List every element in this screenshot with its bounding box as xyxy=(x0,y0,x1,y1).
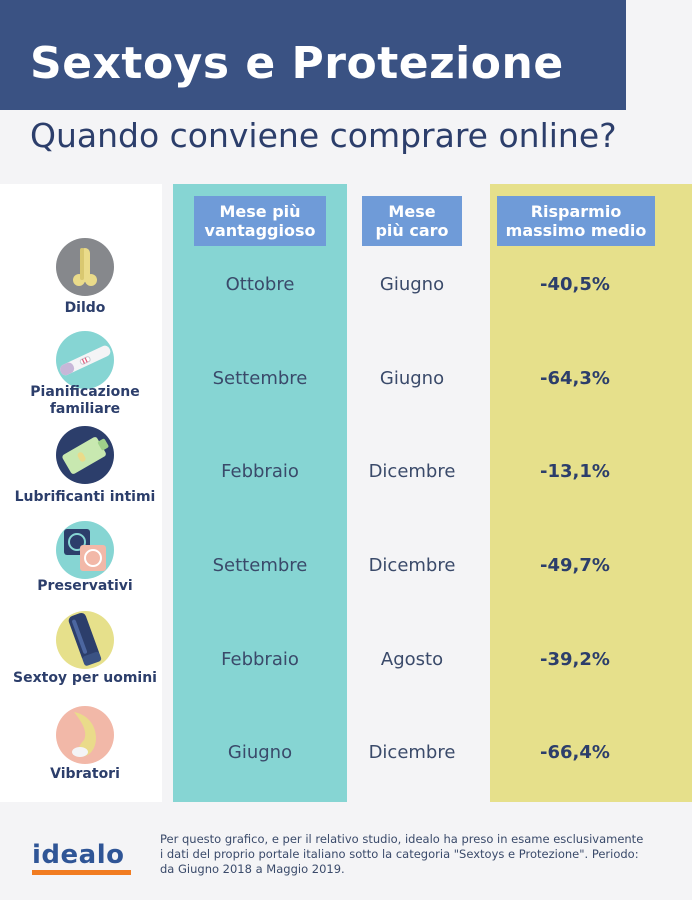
male-toy-icon xyxy=(56,611,114,669)
best-month-dildo: Ottobre xyxy=(225,274,295,295)
idealo-logo: idealo xyxy=(32,840,125,870)
saving-dildo: -40,5% xyxy=(540,274,610,295)
worst-month-condoms: Dicembre xyxy=(368,555,456,576)
worst-month-male-toys: Agosto xyxy=(380,649,444,670)
footer-note: Per questo grafico, e per il relativo st… xyxy=(160,832,644,876)
category-label-male-toys: Sextoy per uomini xyxy=(13,670,157,686)
best-month-vibrators: Giugno xyxy=(227,742,293,763)
category-label-dildo: Dildo xyxy=(64,300,106,316)
condom-icon xyxy=(56,521,114,579)
title-bar xyxy=(0,0,626,110)
header-max-saving: Risparmio massimo medio xyxy=(497,196,655,246)
worst-month-family-planning: Giugno xyxy=(379,368,445,389)
pregnancy-test-icon xyxy=(56,331,114,389)
page-subtitle: Quando conviene comprare online? xyxy=(30,116,617,155)
best-month-condoms: Settembre xyxy=(212,555,308,576)
category-label-family-planning: Pianificazione familiare xyxy=(30,384,140,417)
worst-month-column xyxy=(347,184,477,802)
saving-condoms: -49,7% xyxy=(540,555,610,576)
best-month-column xyxy=(173,184,347,802)
saving-lubricants: -13,1% xyxy=(540,461,610,482)
category-label-vibrators: Vibratori xyxy=(50,766,120,782)
saving-column xyxy=(490,184,692,802)
worst-month-dildo: Giugno xyxy=(379,274,445,295)
worst-month-vibrators: Dicembre xyxy=(368,742,456,763)
vibrator-icon xyxy=(56,706,114,764)
saving-vibrators: -66,4% xyxy=(540,742,610,763)
category-label-lubricants: Lubrificanti intimi xyxy=(14,489,156,505)
saving-family-planning: -64,3% xyxy=(540,368,610,389)
header-worst-month: Mese più caro xyxy=(362,196,462,246)
saving-male-toys: -39,2% xyxy=(540,649,610,670)
category-label-condoms: Preservativi xyxy=(37,578,133,594)
page-title: Sextoys e Protezione xyxy=(30,38,564,89)
worst-month-lubricants: Dicembre xyxy=(368,461,456,482)
logo-underline xyxy=(32,870,131,875)
dildo-icon xyxy=(56,238,114,296)
best-month-family-planning: Settembre xyxy=(212,368,308,389)
best-month-male-toys: Febbraio xyxy=(221,649,299,670)
header-best-month: Mese più vantaggioso xyxy=(194,196,326,246)
lubricant-tube-icon xyxy=(56,426,114,484)
best-month-lubricants: Febbraio xyxy=(221,461,299,482)
